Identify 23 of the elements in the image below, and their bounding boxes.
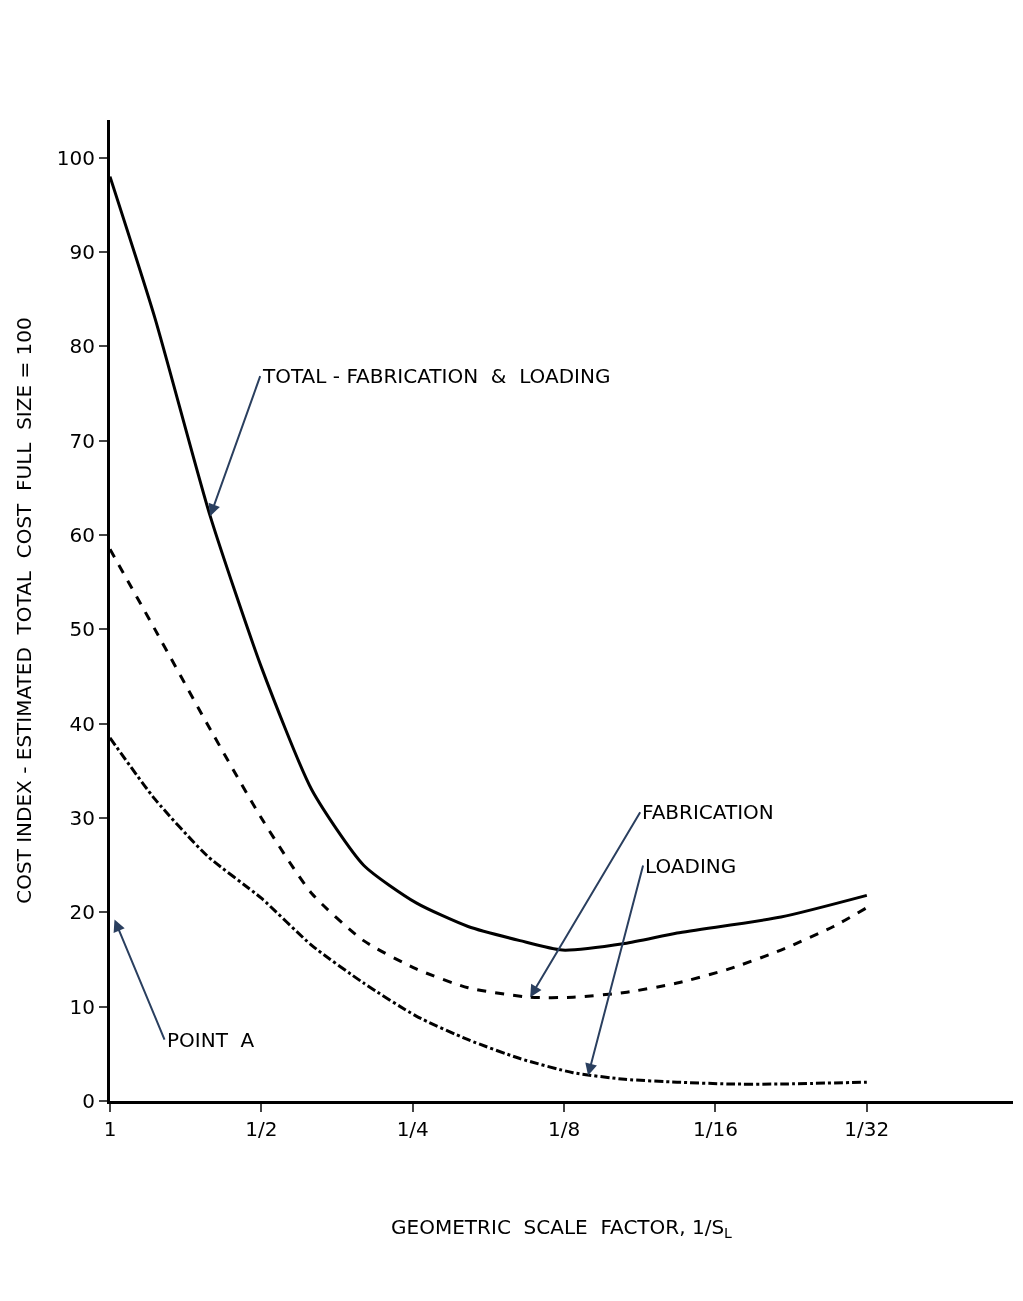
y-tick-label: 100 (56, 145, 95, 170)
annotation: POINT A (167, 1028, 255, 1052)
y-tick-label: 60 (69, 523, 95, 548)
y-tick-label: 10 (69, 994, 95, 1019)
x-tick-label: 1/32 (844, 1117, 890, 1141)
y-tick-label: 30 (69, 806, 95, 831)
y-axis-title: COST INDEX - ESTIMATED TOTAL COST FULL SIZE = 100 (12, 317, 37, 904)
y-tick-label: 50 (69, 617, 95, 642)
x-tick-label: 1 (103, 1117, 117, 1141)
y-tick-label: 20 (69, 900, 95, 925)
y-tick-label: 40 (69, 711, 95, 736)
annotation: TOTAL - FABRICATION & LOADING (262, 364, 611, 388)
x-tick-label: 1/2 (245, 1117, 278, 1141)
y-tick-label: 90 (69, 240, 95, 265)
x-tick-label: 1/16 (692, 1117, 738, 1141)
annotation: LOADING (645, 854, 737, 878)
x-tick-label: 1/8 (548, 1117, 581, 1141)
x-axis-title: GEOMETRIC SCALE FACTOR, 1/S$_{L}$ (391, 1214, 733, 1241)
annotation: FABRICATION (642, 800, 774, 824)
y-tick-label: 0 (82, 1089, 95, 1113)
x-tick-label: 1/4 (396, 1117, 429, 1141)
y-tick-label: 80 (69, 334, 95, 359)
y-tick-label: 70 (69, 428, 95, 453)
